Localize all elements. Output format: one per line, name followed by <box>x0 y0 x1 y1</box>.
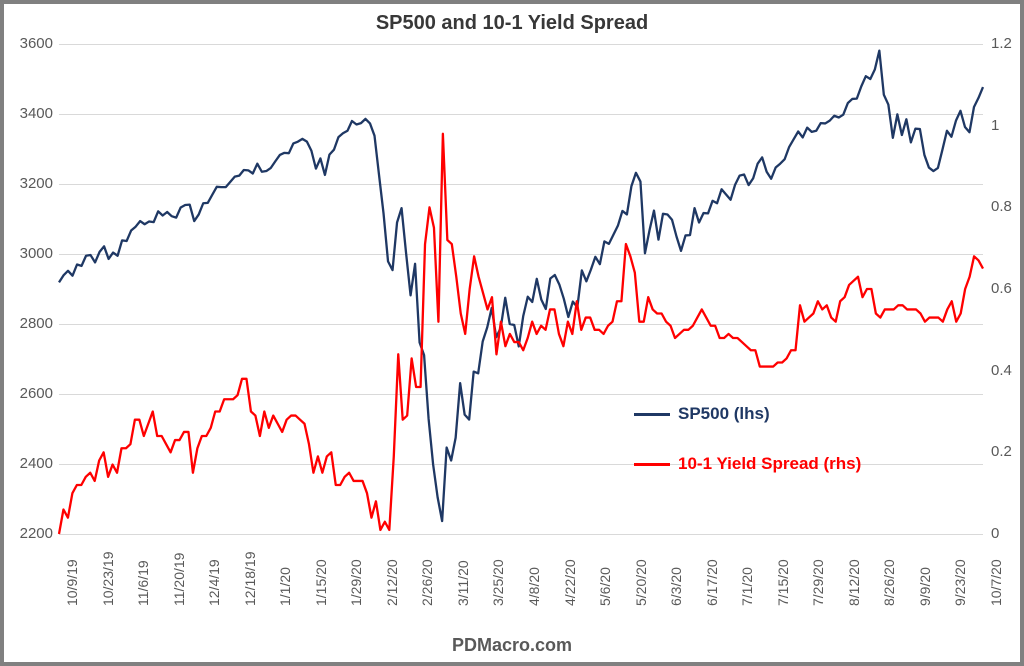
y-right-tick-label: 0.2 <box>991 443 1012 460</box>
legend-label: 10-1 Yield Spread (rhs) <box>678 454 861 473</box>
x-tick-label: 10/23/19 <box>100 552 116 607</box>
legend-item: 10-1 Yield Spread (rhs) <box>634 454 861 474</box>
chart-container: SP500 and 10-1 Yield Spread PDMacro.com … <box>0 0 1024 666</box>
y-right-tick-label: 1.2 <box>991 35 1012 52</box>
x-tick-label: 7/15/20 <box>775 559 791 606</box>
gridline <box>59 534 983 535</box>
y-left-tick-label: 3000 <box>10 245 53 262</box>
x-tick-label: 1/29/20 <box>348 559 364 606</box>
x-tick-label: 2/26/20 <box>419 559 435 606</box>
y-left-tick-label: 2200 <box>10 525 53 542</box>
x-tick-label: 11/20/19 <box>171 553 187 606</box>
y-left-tick-label: 2400 <box>10 455 53 472</box>
legend-label: SP500 (lhs) <box>678 404 770 423</box>
x-tick-label: 8/12/20 <box>846 559 862 606</box>
y-right-tick-label: 1 <box>991 117 999 134</box>
x-tick-label: 7/29/20 <box>810 559 826 606</box>
y-left-tick-label: 3200 <box>10 175 53 192</box>
x-tick-label: 6/17/20 <box>704 559 720 606</box>
x-tick-label: 9/23/20 <box>952 559 968 606</box>
y-right-tick-label: 0.8 <box>991 198 1012 215</box>
x-tick-label: 3/25/20 <box>490 559 506 606</box>
y-left-tick-label: 3600 <box>10 35 53 52</box>
chart-title: SP500 and 10-1 Yield Spread <box>4 12 1020 35</box>
x-tick-label: 3/11/20 <box>455 560 471 606</box>
x-tick-label: 8/26/20 <box>881 559 897 606</box>
legend-swatch <box>634 463 670 466</box>
x-tick-label: 2/12/20 <box>384 559 400 606</box>
x-tick-label: 1/15/20 <box>313 559 329 606</box>
y-left-tick-label: 2800 <box>10 315 53 332</box>
x-tick-label: 9/9/20 <box>917 567 933 606</box>
watermark: PDMacro.com <box>4 635 1020 656</box>
x-tick-label: 5/20/20 <box>633 559 649 606</box>
y-left-tick-label: 2600 <box>10 385 53 402</box>
x-tick-label: 4/8/20 <box>526 567 542 606</box>
legend-item: SP500 (lhs) <box>634 404 770 424</box>
x-tick-label: 4/22/20 <box>562 559 578 606</box>
x-tick-label: 7/1/20 <box>739 567 755 606</box>
x-tick-label: 12/18/19 <box>242 552 258 607</box>
y-right-tick-label: 0 <box>991 525 999 542</box>
x-tick-label: 10/9/19 <box>64 559 80 606</box>
y-right-tick-label: 0.4 <box>991 362 1012 379</box>
x-tick-label: 12/4/19 <box>206 559 222 606</box>
x-tick-label: 6/3/20 <box>668 567 684 606</box>
x-tick-label: 1/1/20 <box>277 567 293 606</box>
x-tick-label: 5/6/20 <box>597 567 613 606</box>
y-right-tick-label: 0.6 <box>991 280 1012 297</box>
x-tick-label: 10/7/20 <box>988 559 1004 606</box>
x-tick-label: 11/6/19 <box>135 560 151 606</box>
y-left-tick-label: 3400 <box>10 105 53 122</box>
legend-swatch <box>634 413 670 416</box>
